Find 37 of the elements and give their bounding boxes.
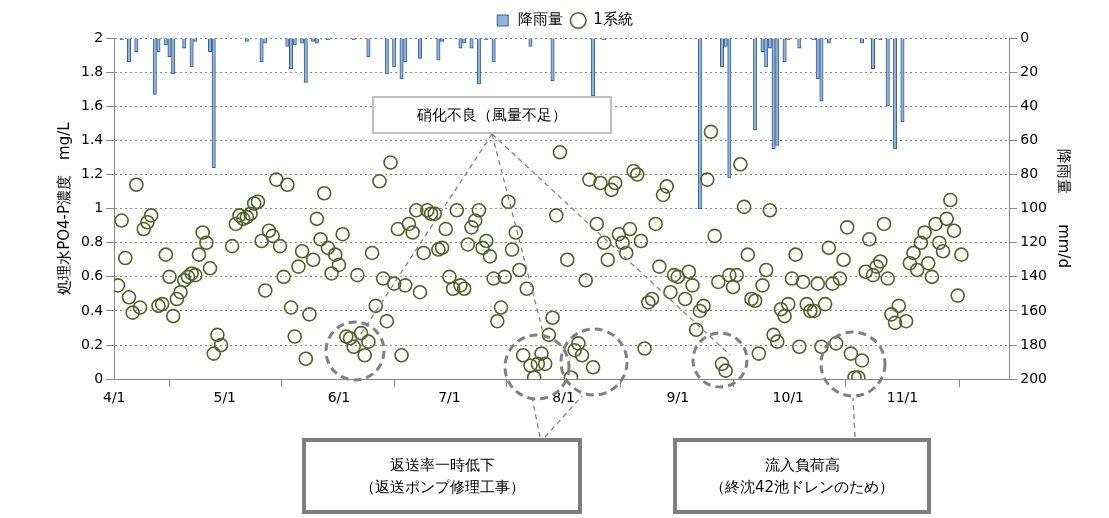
y-tick-label: 1.6 bbox=[81, 96, 104, 113]
x-tick-label: 4/1 bbox=[103, 389, 126, 406]
callout-box: 返送率一時低下（返送ポンプ修理工事） bbox=[302, 438, 582, 514]
y2-axis-title: 降雨量 mm/d bbox=[1055, 149, 1074, 269]
y2-tick-label: 0 bbox=[1020, 28, 1030, 45]
y-tick-label: 1.4 bbox=[81, 131, 104, 147]
y-tick-label: 0.8 bbox=[81, 233, 104, 250]
y2-tick-label: 120 bbox=[1020, 233, 1048, 250]
y2-tick-label: 140 bbox=[1020, 267, 1048, 284]
y2-tick-label: 40 bbox=[1020, 96, 1039, 113]
y-axis-title: 処理水PO4-P濃度 mg/L bbox=[54, 121, 73, 295]
y-tick-label: 0 bbox=[94, 369, 104, 386]
y-tick-label: 0.2 bbox=[81, 335, 104, 352]
legend-label: 1系統 bbox=[593, 10, 633, 29]
x-tick-label: 10/1 bbox=[772, 389, 805, 406]
y-tick-label: 0.4 bbox=[81, 301, 104, 318]
y2-tick-label: 80 bbox=[1020, 165, 1039, 182]
y2-tick-label: 60 bbox=[1020, 131, 1039, 147]
y2-tick-label: 180 bbox=[1020, 335, 1048, 352]
annotation: 硝化不良（風量不足） bbox=[417, 104, 567, 126]
callout-box: 流入負荷高（終沈42池ドレンのため） bbox=[673, 438, 931, 514]
y2-tick-label: 100 bbox=[1020, 199, 1048, 216]
x-tick-label: 9/1 bbox=[666, 389, 690, 406]
x-tick-label: 11/1 bbox=[886, 389, 919, 406]
x-tick-label: 5/1 bbox=[213, 389, 237, 406]
y-tick-label: 1 bbox=[94, 199, 104, 216]
y2-tick-label: 20 bbox=[1020, 62, 1039, 79]
x-tick-label: 7/1 bbox=[438, 389, 461, 406]
x-tick-label: 6/1 bbox=[327, 389, 351, 406]
y-tick-label: 2 bbox=[94, 28, 104, 45]
y-tick-label: 0.6 bbox=[81, 267, 104, 284]
y2-tick-label: 200 bbox=[1020, 369, 1048, 386]
legend-label: 降雨量 bbox=[517, 10, 563, 29]
y-tick-label: 1.8 bbox=[81, 62, 104, 79]
y2-tick-label: 160 bbox=[1020, 301, 1048, 318]
y-tick-label: 1.2 bbox=[81, 165, 104, 182]
callout-box: 硝化不良（風量不足） bbox=[372, 96, 612, 134]
